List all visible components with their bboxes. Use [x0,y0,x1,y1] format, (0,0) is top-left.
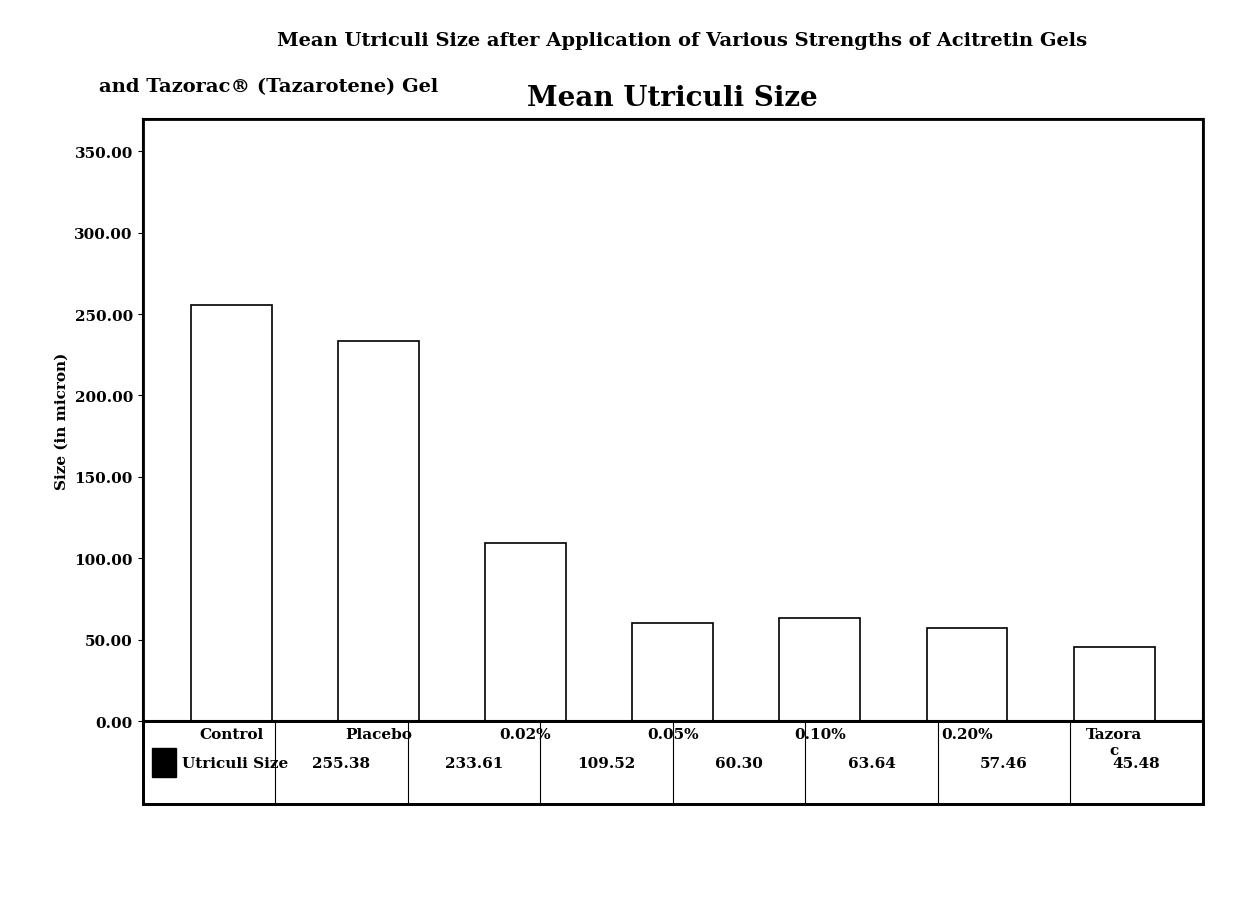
Bar [780,618,861,721]
Bar [339,341,419,721]
Bar [151,748,176,777]
Text: 60.30: 60.30 [715,755,763,770]
Text: 255.38: 255.38 [312,755,371,770]
Bar [191,306,272,721]
Title: Mean Utriculi Size: Mean Utriculi Size [527,85,818,111]
Bar [926,628,1007,721]
Text: 63.64: 63.64 [848,755,895,770]
Y-axis label: Size (in micron): Size (in micron) [55,352,69,489]
Text: Utriculi Size: Utriculi Size [182,755,289,770]
Text: 109.52: 109.52 [578,755,636,770]
Bar [1074,647,1154,721]
Text: Mean Utriculi Size after Application of Various Strengths of Acitretin Gels: Mean Utriculi Size after Application of … [277,32,1087,51]
Bar [485,543,565,721]
Text: 233.61: 233.61 [445,755,503,770]
Text: and Tazorac® (Tazarotene) Gel: and Tazorac® (Tazarotene) Gel [99,78,439,96]
Text: 57.46: 57.46 [980,755,1028,770]
Bar [632,623,713,721]
Text: 45.48: 45.48 [1112,755,1161,770]
